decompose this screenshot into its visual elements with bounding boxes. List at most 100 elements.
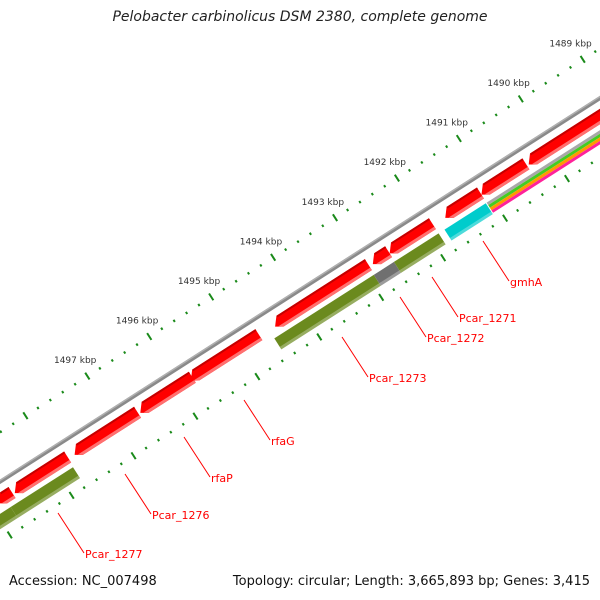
gene-label[interactable]: Pcar_1276 <box>152 509 209 522</box>
gene-arrow-highlight <box>376 254 393 265</box>
outer-minor-tick <box>321 224 325 228</box>
gene-arrow-body <box>140 371 196 413</box>
gene-label-leader <box>57 512 85 554</box>
gene-label[interactable]: gmhA <box>510 276 543 289</box>
gene-arrow-body <box>389 218 436 254</box>
gene-arrow-body <box>275 259 372 327</box>
gene-arrow-highlight <box>2 495 16 504</box>
gene-label-leader <box>431 276 459 318</box>
feature-stripe <box>486 94 600 206</box>
outer-minor-tick <box>556 73 560 77</box>
feature-block[interactable] <box>444 203 493 241</box>
inner-minor-tick <box>169 430 173 434</box>
gene-arrow-highlight <box>143 380 196 413</box>
kbp-label: 1492 kbp <box>364 158 407 168</box>
outer-minor-tick <box>185 311 189 315</box>
gene-arrow[interactable] <box>477 158 530 198</box>
feature-highlight <box>0 515 18 533</box>
inner-major-tick <box>440 253 447 262</box>
feature-block[interactable] <box>373 261 401 286</box>
inner-minor-tick <box>218 398 222 403</box>
gene-arrow-shade <box>16 451 66 484</box>
outer-minor-tick <box>284 247 288 252</box>
gene-arrow[interactable] <box>136 371 196 417</box>
feature-stripe <box>489 99 600 211</box>
outer-minor-tick <box>222 287 226 291</box>
outer-major-tick <box>270 253 277 262</box>
kbp-label: 1489 kbp <box>549 39 592 49</box>
inner-minor-tick <box>231 391 235 395</box>
inner-minor-tick <box>342 319 346 323</box>
inner-minor-tick <box>478 232 482 236</box>
gene-arrow-body <box>445 187 484 218</box>
gene-label-leader <box>243 399 271 441</box>
gene-arrow-highlight <box>532 99 600 165</box>
feature-block[interactable] <box>393 233 446 273</box>
gene-arrow[interactable] <box>70 406 142 459</box>
gene-label[interactable]: rfaP <box>211 472 233 485</box>
gene-arrow[interactable] <box>271 259 372 330</box>
feature-block[interactable] <box>10 467 80 519</box>
feature-body <box>0 507 18 533</box>
inner-major-tick <box>68 491 75 500</box>
gene-label[interactable]: Pcar_1271 <box>459 312 516 325</box>
gene-label[interactable]: rfaG <box>271 435 295 448</box>
gene-arrow-body <box>528 91 600 165</box>
outer-minor-tick <box>197 303 201 307</box>
inner-major-tick <box>254 372 261 381</box>
inner-minor-tick <box>590 161 594 165</box>
outer-minor-tick <box>160 327 164 331</box>
gene-arrow[interactable] <box>186 329 263 384</box>
outer-major-tick <box>393 174 400 182</box>
gene-label-leader <box>399 296 427 338</box>
inner-major-tick <box>502 214 509 223</box>
outer-major-tick <box>146 332 153 341</box>
gene-arrow[interactable] <box>368 246 393 268</box>
outer-minor-tick <box>234 279 238 283</box>
inner-minor-tick <box>466 240 470 244</box>
gene-label[interactable]: Pcar_1273 <box>369 372 426 385</box>
gene-arrow[interactable] <box>10 451 72 496</box>
feature-block[interactable] <box>274 274 381 350</box>
gene-arrow[interactable] <box>0 487 16 507</box>
outer-minor-tick <box>531 89 535 93</box>
gene-arrow[interactable] <box>385 218 436 257</box>
kbp-label: 1490 kbp <box>487 79 530 89</box>
gene-arrow[interactable] <box>441 187 484 221</box>
inner-minor-tick <box>206 406 210 411</box>
map-title: Pelobacter carbinolicus DSM 2380, comple… <box>112 9 488 25</box>
gene-label[interactable]: Pcar_1277 <box>85 548 142 561</box>
gene-arrow-shade <box>446 187 479 209</box>
inner-minor-tick <box>417 272 421 276</box>
inner-minor-tick <box>540 193 544 197</box>
outer-minor-tick <box>383 184 387 188</box>
feature-highlight <box>16 475 80 519</box>
outer-minor-tick <box>593 49 597 54</box>
gene-label[interactable]: Pcar_1272 <box>427 332 484 345</box>
kbp-label: 1495 kbp <box>178 277 221 287</box>
inner-minor-tick <box>119 462 123 466</box>
outer-minor-tick <box>346 208 350 212</box>
backbone-highlight <box>0 71 600 504</box>
track-group <box>0 49 600 539</box>
gene-arrow-shade <box>192 329 257 372</box>
inner-major-tick <box>192 412 199 421</box>
inner-major-tick <box>6 531 13 539</box>
inner-minor-tick <box>330 327 334 331</box>
inner-minor-tick <box>156 438 160 442</box>
outer-minor-tick <box>98 366 102 370</box>
gene-arrow-highlight <box>448 195 484 218</box>
inner-minor-tick <box>429 264 433 268</box>
outer-minor-tick <box>370 192 374 196</box>
inner-minor-tick <box>491 224 495 228</box>
feature-block[interactable] <box>0 507 18 533</box>
outer-minor-tick <box>61 390 65 394</box>
inner-minor-tick <box>45 509 49 513</box>
kbp-label: 1494 kbp <box>240 237 283 247</box>
gene-label-leader <box>124 473 152 515</box>
gene-arrow[interactable] <box>524 91 600 168</box>
outer-minor-tick <box>11 422 15 426</box>
gene-arrow-highlight <box>18 459 72 494</box>
kbp-label: 1496 kbp <box>116 317 159 327</box>
outer-minor-tick <box>445 145 449 149</box>
